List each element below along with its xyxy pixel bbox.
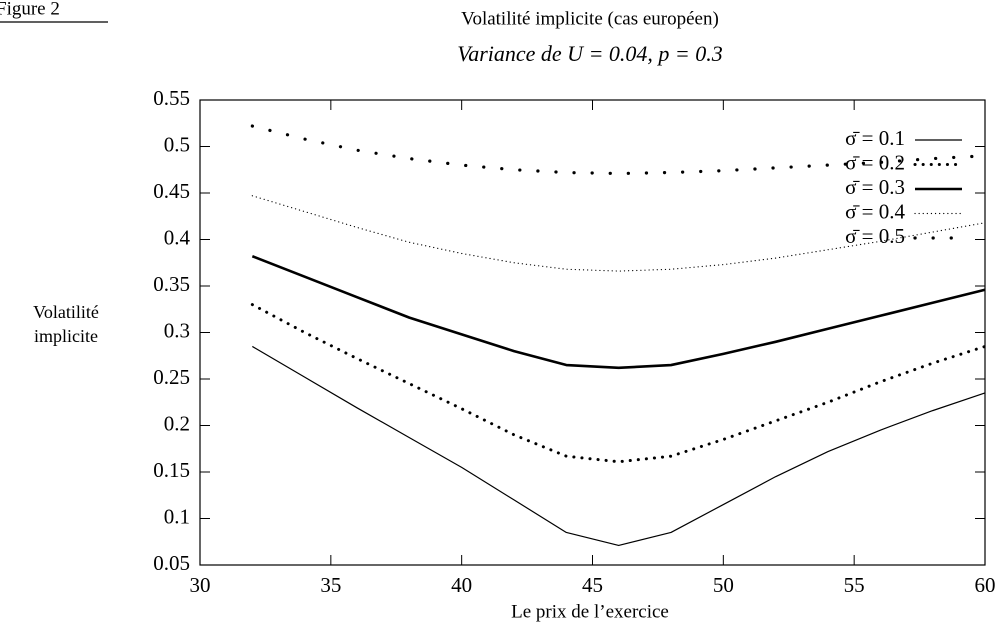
y-tick-label: 0.25 <box>153 365 190 389</box>
x-tick-label: 40 <box>451 573 472 597</box>
legend-label: σ̄ = 0.1 <box>845 126 905 150</box>
y-axis-label: implicite <box>34 326 98 346</box>
legend-label: σ̄ = 0.4 <box>845 199 905 223</box>
legend-label: σ̄ = 0.3 <box>845 175 905 199</box>
x-tick-label: 50 <box>713 573 734 597</box>
legend-label: σ̄ = 0.2 <box>845 150 905 174</box>
y-tick-label: 0.55 <box>153 86 190 110</box>
x-tick-label: 30 <box>190 573 211 597</box>
series-line <box>251 255 986 370</box>
y-tick-label: 0.05 <box>153 551 190 575</box>
y-tick-label: 0.45 <box>153 179 190 203</box>
figure-label: Figure 2 <box>0 0 60 19</box>
x-tick-label: 55 <box>844 573 865 597</box>
chart-title: Volatilité implicite (cas européen) <box>461 8 719 29</box>
x-tick-label: 45 <box>582 573 603 597</box>
x-tick-label: 60 <box>975 573 996 597</box>
series-line <box>250 303 987 464</box>
series-line <box>251 195 986 272</box>
y-tick-label: 0.2 <box>164 411 190 435</box>
series-line <box>250 124 987 176</box>
x-axis-label: Le prix de l’exercice <box>511 601 669 622</box>
y-tick-label: 0.3 <box>164 318 190 342</box>
y-tick-label: 0.4 <box>164 225 191 249</box>
y-axis-label: Volatilité <box>33 302 99 322</box>
y-tick-label: 0.5 <box>164 132 190 156</box>
y-tick-label: 0.35 <box>153 272 190 296</box>
x-tick-label: 35 <box>320 573 341 597</box>
series-line <box>252 345 986 547</box>
chart-subtitle: Variance de U = 0.04, p = 0.3 <box>457 41 723 66</box>
y-tick-label: 0.15 <box>153 458 190 482</box>
y-tick-label: 0.1 <box>164 504 190 528</box>
legend-label: σ̄ = 0.5 <box>845 224 905 248</box>
